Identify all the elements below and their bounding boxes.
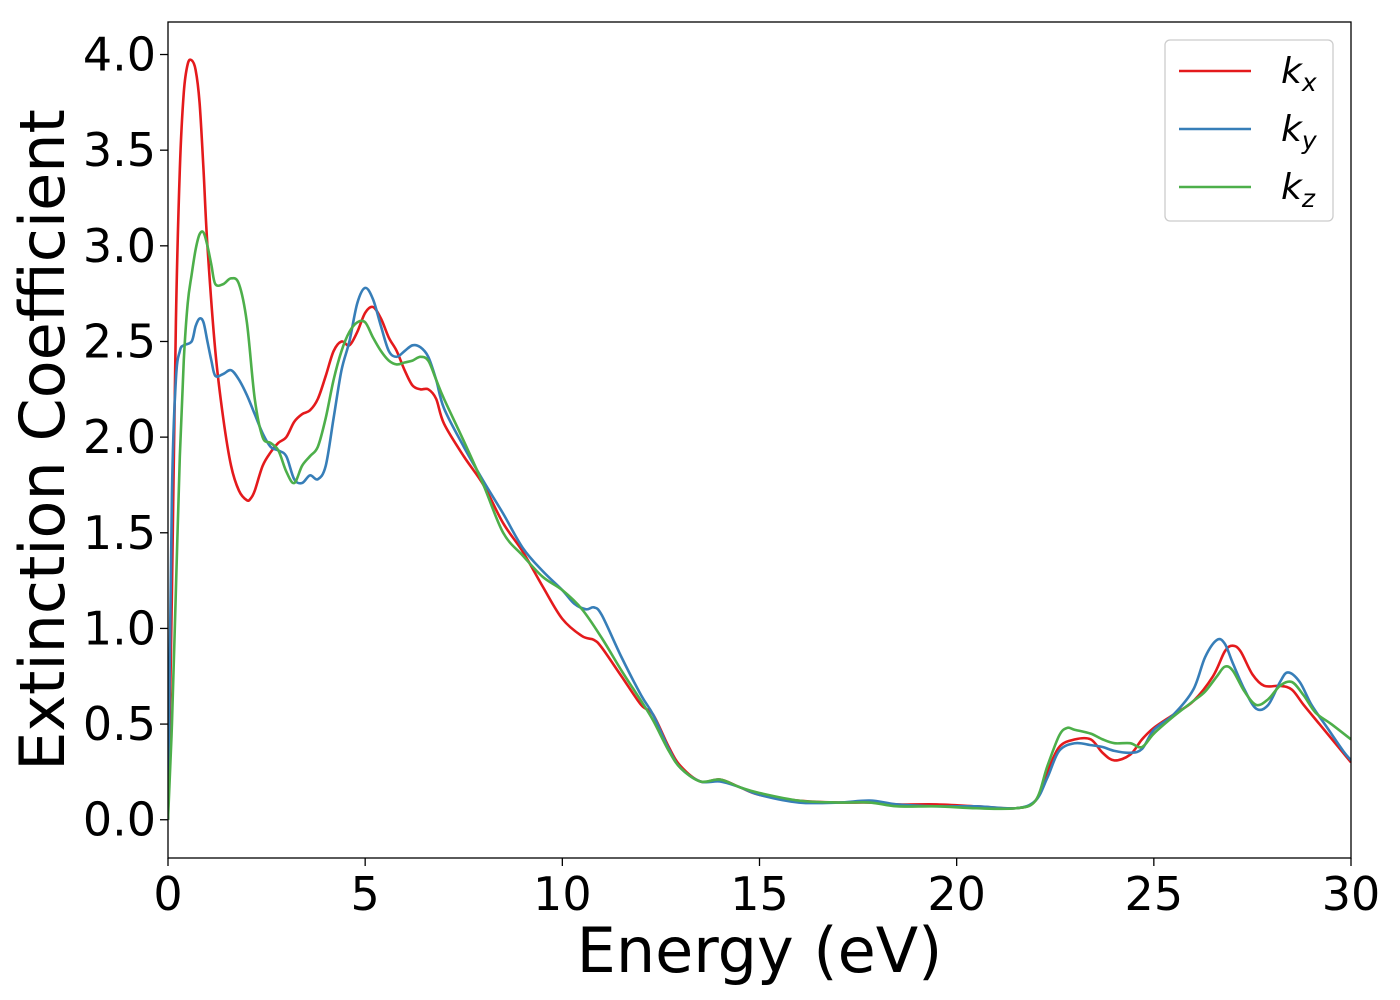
y-tick-label: 2.5 [83, 314, 156, 368]
x-axis-label: Energy (eV) [577, 914, 943, 987]
y-axis-label: Extinction Coefficient [6, 109, 79, 771]
y-tick-label: 0.5 [83, 697, 156, 751]
y-axis: 0.0 0.5 1.0 1.5 2.0 2.5 3.0 3.5 4.0 [83, 28, 168, 847]
legend-box [1164, 39, 1334, 222]
x-tick-label: 10 [533, 867, 592, 921]
y-tick-label: 0.0 [83, 793, 156, 847]
y-tick-label: 3.0 [83, 219, 156, 273]
y-tick-label: 2.0 [83, 410, 156, 464]
x-tick-label: 25 [1125, 867, 1184, 921]
series-line-y [168, 286, 1351, 820]
x-tick-label: 5 [351, 867, 380, 921]
y-tick-label: 4.0 [83, 28, 156, 82]
x-tick-label: 15 [730, 867, 789, 921]
y-tick-label: 3.5 [83, 123, 156, 177]
x-tick-label: 30 [1322, 867, 1381, 921]
x-tick-label: 20 [927, 867, 986, 921]
series-layer [168, 58, 1351, 820]
x-tick-label: 0 [153, 867, 182, 921]
y-tick-label: 1.0 [83, 601, 156, 655]
y-tick-label: 1.5 [83, 506, 156, 560]
series-line-z [168, 230, 1351, 820]
x-axis: 0 5 10 15 20 25 30 [153, 858, 1380, 921]
